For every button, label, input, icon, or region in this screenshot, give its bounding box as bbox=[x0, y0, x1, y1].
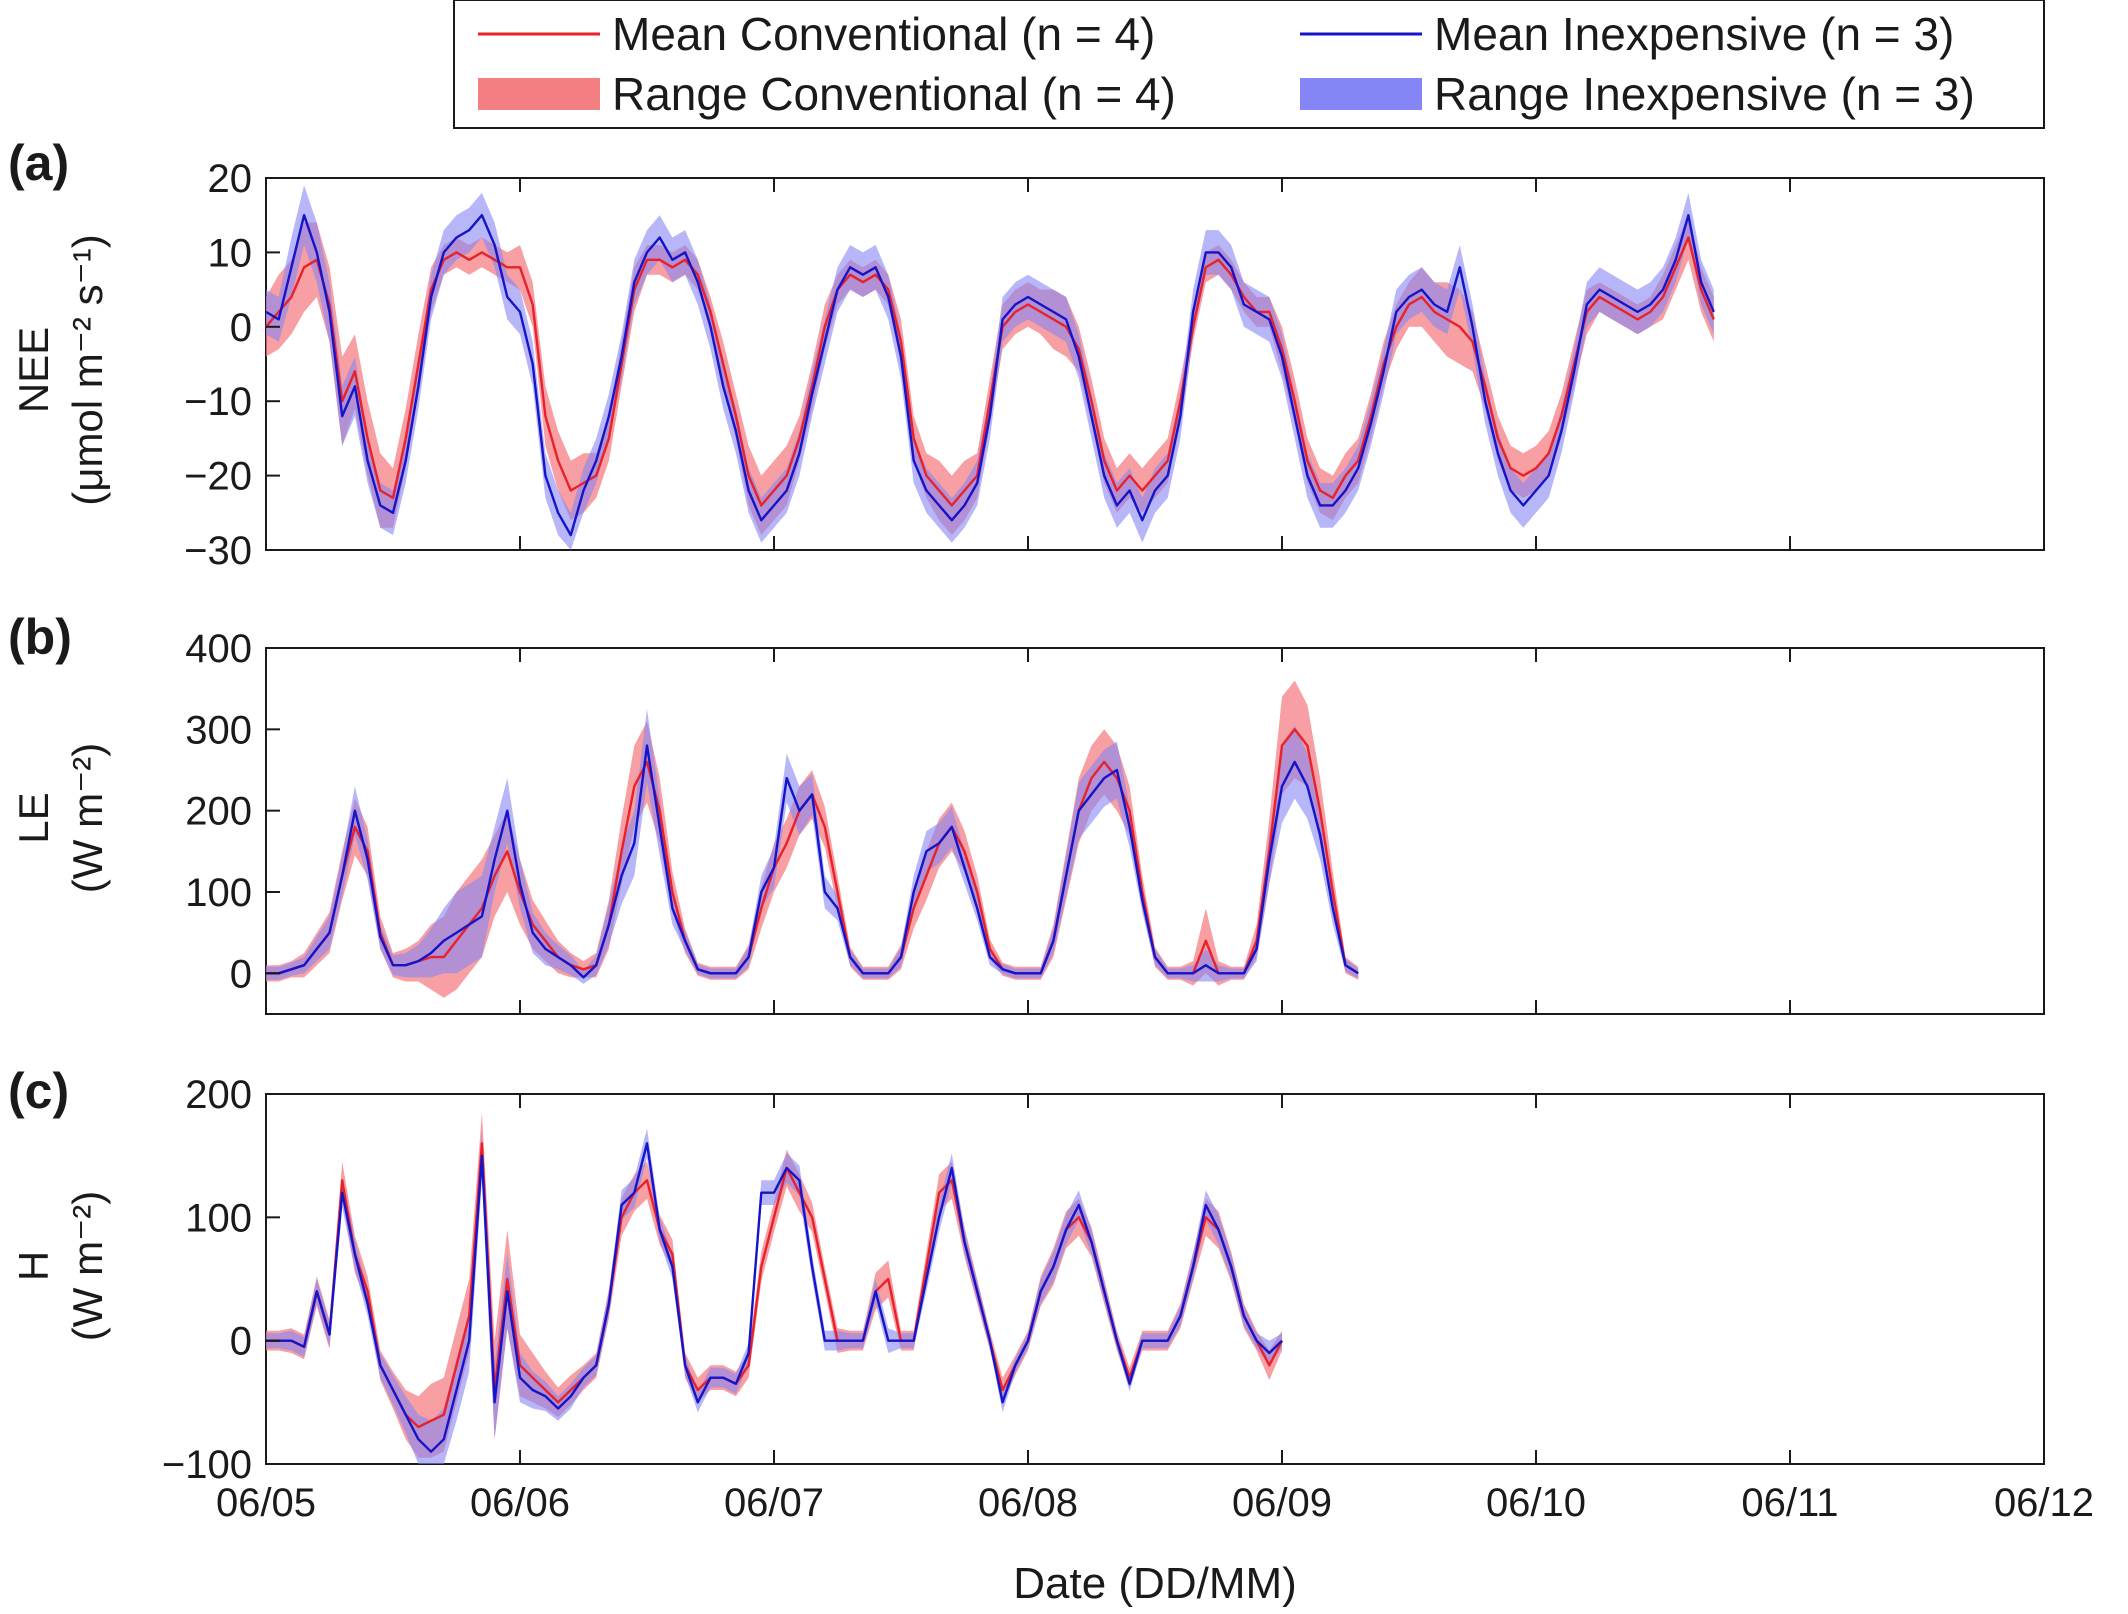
x-tick-label: 06/05 bbox=[216, 1481, 316, 1525]
plot-frame-b bbox=[265, 647, 2045, 1015]
legend-label-mean-conventional: Mean Conventional (n = 4) bbox=[612, 8, 1155, 60]
panel-label-c: (c) bbox=[8, 1063, 69, 1119]
legend-swatch-range-inexpensive bbox=[1300, 78, 1422, 110]
x-tick-label: 06/12 bbox=[1994, 1481, 2094, 1525]
x-tick-label: 06/09 bbox=[1232, 1481, 1332, 1525]
legend-label-range-inexpensive: Range Inexpensive (n = 3) bbox=[1434, 68, 1975, 120]
y-tick-label-b: 100 bbox=[185, 871, 252, 915]
y-tick-label-a: −30 bbox=[184, 529, 252, 573]
x-tick-label: 06/11 bbox=[1741, 1481, 1838, 1525]
x-tick-label: 06/08 bbox=[978, 1481, 1078, 1525]
x-tick-label: 06/06 bbox=[470, 1481, 570, 1525]
mean-line-inexpensive-a bbox=[265, 213, 1715, 537]
legend: Mean Conventional (n = 4) Mean Inexpensi… bbox=[453, 0, 2045, 129]
mean-line-conventional-a bbox=[265, 236, 1715, 507]
y-tick-label-c: 100 bbox=[185, 1196, 252, 1240]
y-tick-label-c: 200 bbox=[185, 1073, 252, 1117]
legend-label-mean-inexpensive: Mean Inexpensive (n = 3) bbox=[1434, 8, 1954, 60]
panel-b: (b) LE (W m⁻²) 0 100 200 300 400 bbox=[8, 609, 2045, 1015]
y-tick-label-c: 0 bbox=[230, 1320, 252, 1364]
panel-label-a: (a) bbox=[8, 135, 69, 191]
plot-area-a: −30 −20 −10 0 10 20 bbox=[184, 157, 2045, 573]
y-axis-title-b: LE bbox=[10, 792, 57, 843]
range-band-inexpensive-b bbox=[266, 709, 1359, 984]
y-tick-label-b: 0 bbox=[230, 952, 252, 996]
y-tick-label-b: 400 bbox=[185, 627, 252, 671]
y-tick-label-a: 0 bbox=[230, 306, 252, 350]
y-axis-title-c: H bbox=[10, 1251, 57, 1281]
range-band-conventional-b bbox=[266, 680, 1359, 998]
y-axis-units-a: (μmol m⁻² s⁻¹) bbox=[64, 234, 111, 505]
y-tick-label-a: −20 bbox=[184, 455, 252, 499]
y-axis-units-c: (W m⁻²) bbox=[64, 1191, 111, 1341]
plot-area-b: 0 100 200 300 400 bbox=[185, 627, 2045, 1014]
y-tick-label-b: 300 bbox=[185, 708, 252, 752]
range-band-conventional-a bbox=[266, 215, 1714, 536]
plot-frame-a bbox=[265, 177, 2045, 551]
mean-line-inexpensive-b bbox=[266, 744, 1359, 979]
y-axis-units-b: (W m⁻²) bbox=[64, 743, 111, 893]
y-tick-label-a: 10 bbox=[208, 231, 253, 275]
legend-swatch-range-conventional bbox=[478, 78, 600, 110]
y-axis-title-a: NEE bbox=[10, 327, 57, 413]
x-tick-label: 06/10 bbox=[1486, 1481, 1586, 1525]
y-tick-label-a: 20 bbox=[208, 157, 253, 201]
x-axis-title: Date (DD/MM) bbox=[1013, 1559, 1297, 1608]
mean-line-inexpensive-c bbox=[266, 1142, 1283, 1453]
y-tick-label-c: −100 bbox=[162, 1443, 252, 1487]
x-tick-label: 06/07 bbox=[724, 1481, 824, 1525]
range-band-conventional-c bbox=[266, 1112, 1282, 1458]
range-band-inexpensive-c bbox=[266, 1128, 1282, 1464]
legend-box bbox=[453, 0, 2045, 129]
plot-area-c: −100 0 100 200 06/05 06/06 06/07 06/08 06/09 06/1… bbox=[162, 1073, 2094, 1525]
plot-frame-c bbox=[265, 1093, 2045, 1465]
legend-label-range-conventional: Range Conventional (n = 4) bbox=[612, 68, 1176, 120]
panel-a: (a) NEE (μmol m⁻² s⁻¹) −30 −20 −10 0 10 20 bbox=[8, 135, 2045, 573]
y-tick-label-b: 200 bbox=[185, 790, 252, 834]
panel-c: (c) H (W m⁻²) −100 0 100 200 06/05 06/06 06/07… bbox=[8, 1063, 2094, 1525]
panel-label-b: (b) bbox=[8, 609, 72, 665]
y-tick-label-a: −10 bbox=[184, 380, 252, 424]
range-band-inexpensive-a bbox=[266, 185, 1714, 550]
